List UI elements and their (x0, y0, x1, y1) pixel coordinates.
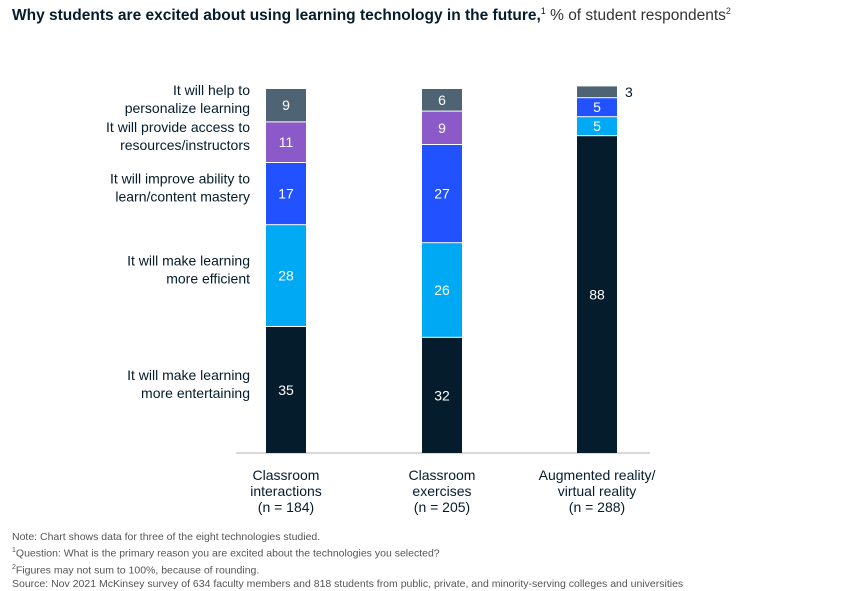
bar-segment (266, 225, 306, 326)
legend-label: more efficient (166, 271, 250, 287)
data-label: 32 (434, 387, 450, 403)
footnote-1: 1Question: What is the primary reason yo… (12, 544, 683, 561)
data-label: 35 (278, 382, 294, 398)
x-tick-label: interactions (250, 483, 322, 499)
legend-label: resources/instructors (120, 137, 250, 153)
footnote-1-mark: 1 (12, 547, 16, 554)
bar-segment (422, 145, 462, 243)
chart-title: Why students are excited about using lea… (12, 6, 731, 25)
bar-segment (266, 122, 306, 162)
bar-segment (577, 117, 617, 136)
bar-segment (422, 111, 462, 144)
legend-label: It will provide access to (106, 119, 250, 135)
x-tick-label: Classroom (409, 467, 476, 483)
chart-note: Note: Chart shows data for three of the … (12, 531, 321, 543)
data-label: 9 (282, 97, 290, 113)
chart-subtitle-footnote-mark: 2 (725, 6, 731, 16)
chart-title-main: Why students are excited about using lea… (12, 7, 541, 25)
data-label: 6 (438, 92, 446, 108)
legend-label: more entertaining (141, 385, 250, 401)
legend-label: It will improve ability to (110, 171, 250, 187)
data-label: 88 (589, 287, 605, 303)
legend-label: personalize learning (125, 100, 250, 116)
chart-notes: Note: Chart shows data for three of the … (12, 530, 683, 591)
data-label: 27 (434, 186, 450, 202)
bar-segment (422, 243, 462, 337)
x-tick-label: Classroom (253, 467, 320, 483)
chart-source: Source: Nov 2021 McKinsey survey of 634 … (12, 578, 684, 590)
data-label: 5 (593, 99, 601, 115)
bar-segment (266, 89, 306, 122)
x-tick-label: exercises (412, 483, 471, 499)
footnote-2-text: Figures may not sum to 100%, because of … (15, 564, 260, 576)
x-tick-label: (n = 205) (414, 499, 470, 515)
bar-segment (266, 163, 306, 225)
bar-segment (577, 98, 617, 117)
legend-label: It will make learning (127, 367, 250, 383)
chart-title-footnote-mark: 1 (540, 6, 546, 16)
data-label: 5 (593, 118, 601, 134)
x-tick-label: Augmented reality/ (539, 467, 656, 483)
legend-label: It will make learning (127, 253, 250, 269)
data-label: 11 (279, 134, 294, 150)
footnote-2-mark: 2 (12, 563, 16, 571)
x-tick-label: (n = 288) (569, 499, 625, 515)
data-label: 3 (625, 84, 633, 100)
data-label: 9 (438, 120, 446, 136)
legend-label: learn/content mastery (115, 189, 250, 205)
legend-label: It will help to (173, 82, 250, 98)
bar-segment (577, 86, 617, 98)
data-label: 28 (278, 268, 294, 284)
chart-subtitle: % of student respondents (545, 7, 726, 25)
data-label: 26 (434, 282, 450, 298)
footnote-2: 2Figures may not sum to 100%, because of… (12, 561, 683, 578)
x-tick-label: (n = 184) (258, 499, 314, 515)
bar-segment (266, 327, 306, 453)
bar-segment (422, 337, 462, 453)
bar-segment (422, 89, 462, 111)
bar-segment (577, 136, 617, 453)
x-tick-label: virtual reality (558, 483, 637, 499)
footnote-1-text: Question: What is the primary reason you… (15, 547, 440, 560)
data-label: 17 (278, 186, 294, 202)
